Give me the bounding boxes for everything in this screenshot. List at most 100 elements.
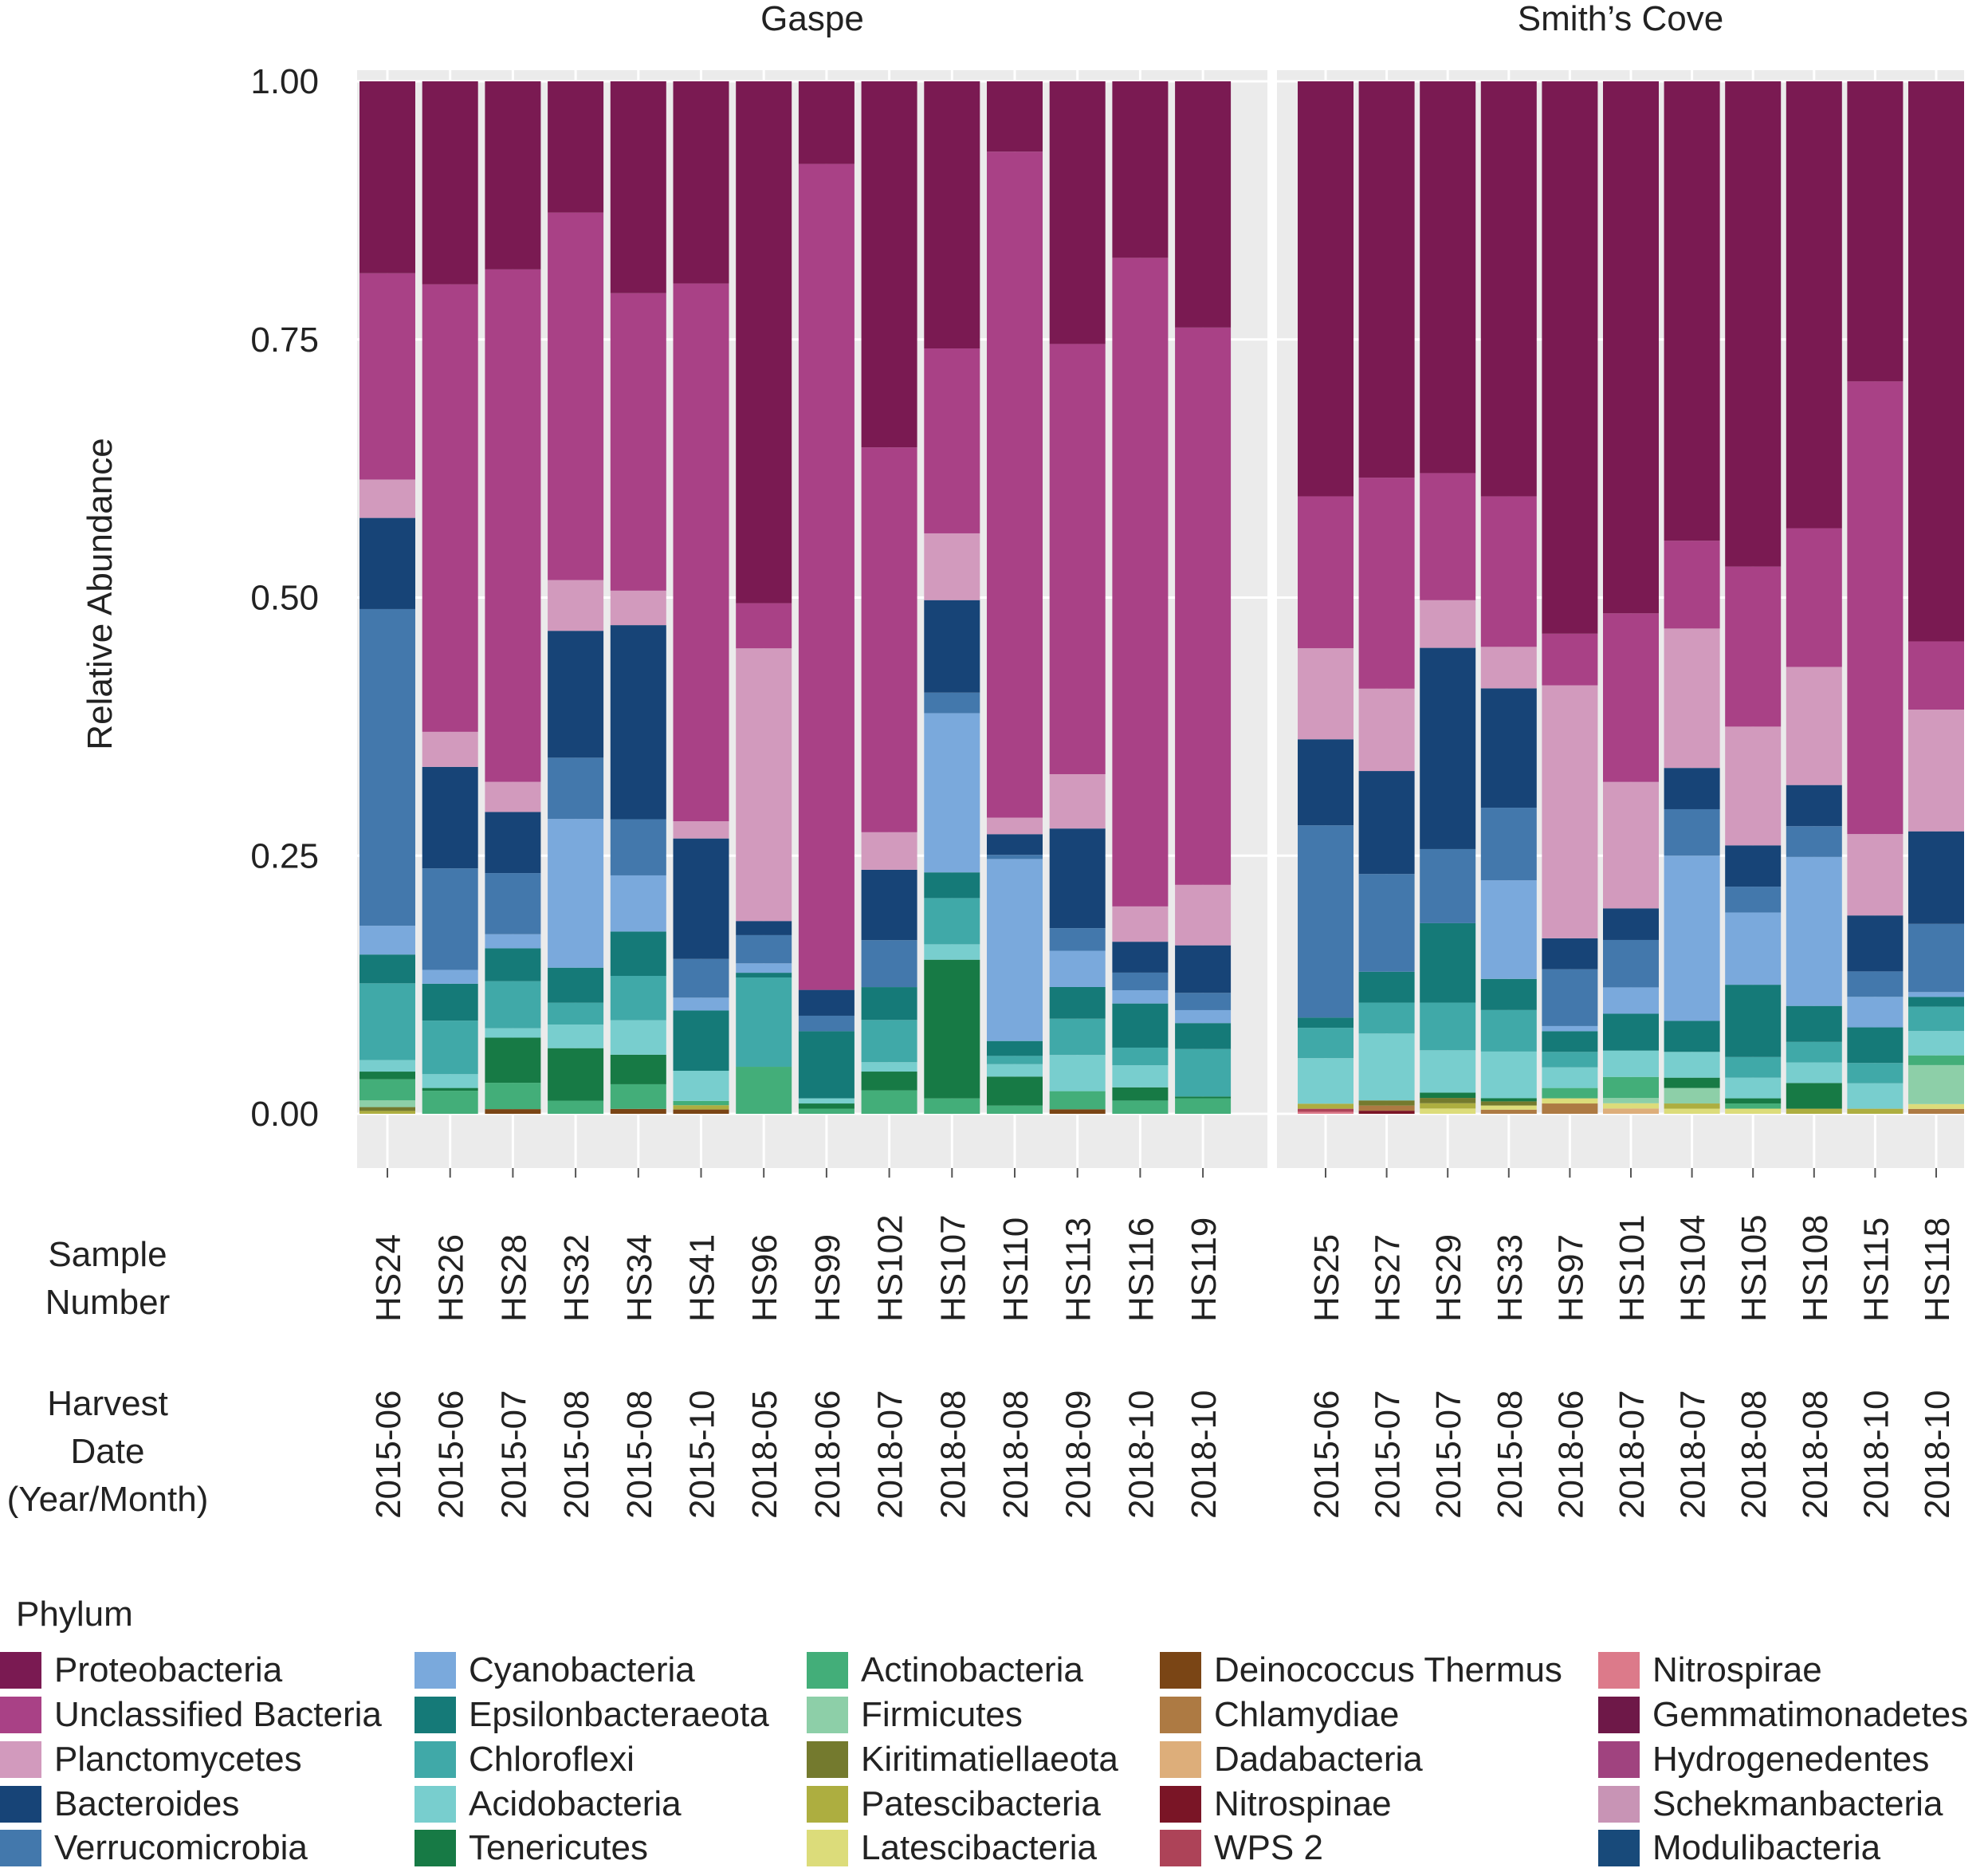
legend-label: Patescibacteria [861, 1784, 1101, 1823]
bar-segment [359, 1079, 415, 1101]
y-tick-label: 0.25 [250, 836, 319, 875]
date-row-label: Date [71, 1432, 145, 1471]
bar-segment [924, 898, 980, 945]
legend-item: Verrucomicrobia [0, 1828, 308, 1868]
bar-segment [1542, 1067, 1598, 1088]
x-tick-label: HS101 [1613, 1214, 1652, 1322]
date-label: 2015-06 [369, 1390, 408, 1519]
bar-segment [1175, 1096, 1232, 1099]
date-label: 2018-08 [1796, 1390, 1835, 1519]
x-tick-label: HS32 [557, 1234, 596, 1322]
bar-segment [1542, 938, 1598, 969]
bar-segment [548, 819, 604, 968]
legend-swatch [1598, 1697, 1640, 1733]
bar-segment [1786, 826, 1842, 857]
bar-segment [673, 1071, 729, 1101]
bar-segment [1603, 613, 1659, 782]
bar-segment [987, 151, 1043, 818]
bar-segment [1847, 381, 1904, 835]
facet-title: Smith’s Cove [1518, 0, 1723, 38]
legend-label: Proteobacteria [54, 1650, 283, 1689]
bar-segment [1725, 845, 1782, 887]
bar-segment [736, 603, 792, 649]
bar-segment [1049, 1055, 1106, 1091]
bar-segment [861, 1020, 917, 1063]
bar-segment [1847, 1027, 1904, 1064]
bar-segment [1725, 566, 1782, 727]
legend-label: Epsilonbacteraeota [469, 1695, 769, 1734]
bar-segment [1480, 1009, 1537, 1052]
bar-segment [924, 692, 980, 714]
date-label: 2015-08 [1491, 1390, 1530, 1519]
legend-label: Nitrospinae [1214, 1784, 1392, 1823]
bar-segment [1908, 81, 1964, 642]
legend-swatch [414, 1697, 456, 1733]
bar-segment [1664, 1087, 1720, 1104]
x-tick-label: HS29 [1429, 1234, 1468, 1322]
bar-segment [1358, 688, 1415, 772]
bar-segment [422, 731, 478, 767]
bar-segment [359, 1060, 415, 1072]
x-tick-label: HS105 [1735, 1214, 1774, 1322]
legend-swatch [1160, 1830, 1201, 1866]
date-label: 2018-06 [808, 1390, 847, 1519]
bar-segment [673, 1100, 729, 1106]
bar-segment [1786, 856, 1842, 1006]
bar-segment [610, 819, 666, 875]
bar-segment [1786, 1108, 1842, 1114]
legend-swatch [807, 1697, 848, 1733]
bar-segment [548, 967, 604, 1003]
bar-segment [798, 1031, 855, 1099]
bar-segment [548, 212, 604, 580]
date-label: 2018-09 [1059, 1390, 1098, 1519]
bar-segment [1298, 1103, 1353, 1109]
date-row-label: Harvest [47, 1384, 168, 1423]
x-tick-label: HS116 [1122, 1217, 1161, 1322]
bar-segment [1786, 785, 1842, 827]
bar-segment [1112, 1047, 1169, 1066]
bar-segment [1603, 1103, 1659, 1109]
bar-segment [924, 533, 980, 600]
bar-segment [673, 838, 729, 959]
legend-label: Tenericutes [469, 1828, 649, 1867]
bar-segment [1847, 81, 1904, 382]
legend-item: Deinococcus Thermus [1160, 1650, 1562, 1690]
bar-segment [736, 81, 792, 604]
bar-segment [1112, 1100, 1169, 1114]
x-tick-label: HS118 [1918, 1217, 1957, 1322]
bar-segment [422, 1091, 478, 1114]
bar-segment [1725, 1108, 1782, 1114]
bar-segment [1725, 1056, 1782, 1078]
legend-label: Hydrogenedentes [1652, 1740, 1930, 1779]
bar-segment [1420, 473, 1476, 600]
legend-label: Acidobacteria [469, 1784, 682, 1823]
bar-segment [1298, 1017, 1353, 1028]
bar-segment [1175, 327, 1232, 885]
bar-segment [1420, 848, 1476, 923]
bar-segment [987, 1105, 1043, 1114]
bar-segment [1420, 647, 1476, 849]
legend-swatch [807, 1652, 848, 1689]
bar-segment [673, 1010, 729, 1072]
bar-segment [736, 977, 792, 1068]
bar-segment [485, 812, 541, 874]
bar-segment [359, 81, 415, 273]
bar-segment [610, 976, 666, 1021]
bar-segment [1908, 831, 1964, 924]
bar-segment [1603, 1108, 1659, 1114]
bar-segment [548, 1025, 604, 1048]
bar-segment [1049, 1018, 1106, 1056]
bar-segment [1420, 922, 1476, 1003]
bar-segment [1664, 808, 1720, 856]
legend-swatch [807, 1830, 848, 1866]
bar-segment [1542, 1031, 1598, 1052]
bar-segment [1603, 1098, 1659, 1103]
bar-segment [861, 987, 917, 1021]
bar-segment [1908, 923, 1964, 993]
bar-segment [1603, 908, 1659, 940]
bar-segment [1298, 81, 1353, 497]
x-tick-label: HS110 [996, 1217, 1035, 1322]
bar-segment [1480, 978, 1537, 1010]
bar-segment [422, 1021, 478, 1075]
legend-item: Modulibacteria [1598, 1828, 1880, 1868]
